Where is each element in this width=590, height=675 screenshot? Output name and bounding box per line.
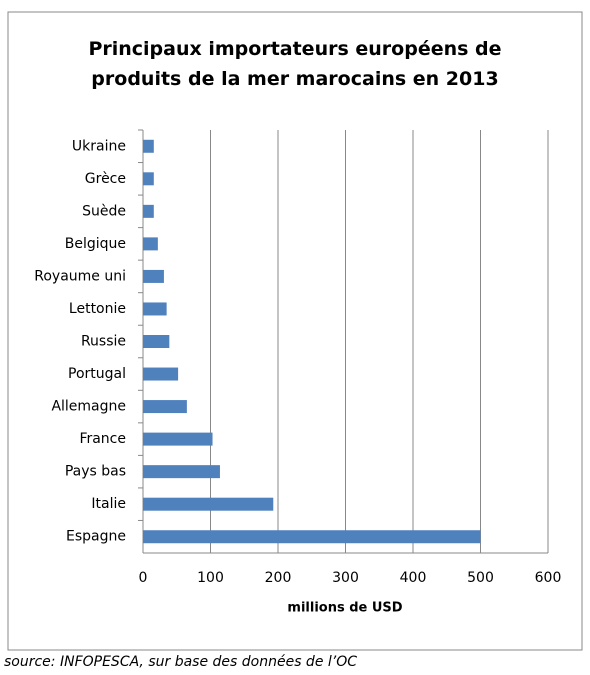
y-tick-label: Lettonie: [69, 301, 126, 317]
bar: [143, 237, 158, 251]
y-tick-label: Ukraine: [72, 138, 126, 154]
bar: [143, 367, 179, 381]
bar: [143, 204, 154, 218]
y-tick-label: Russie: [81, 334, 126, 350]
x-tick-label: 0: [139, 570, 148, 586]
source-note: source: INFOPESCA, sur base des données …: [4, 654, 358, 670]
x-tick-label: 100: [197, 570, 224, 586]
x-tick-label: 300: [332, 570, 359, 586]
chart-frame: [7, 11, 583, 651]
y-tick-label: Espagne: [66, 529, 126, 545]
bar: [143, 269, 164, 283]
x-tick-label: 400: [400, 570, 427, 586]
bar: [143, 335, 170, 348]
y-tick-label: Belgique: [65, 236, 126, 252]
x-tick-label: 500: [467, 570, 494, 586]
bar: [143, 139, 154, 153]
x-tick-label: 200: [265, 570, 292, 586]
chart-title: Principaux importateurs européens de pro…: [88, 38, 502, 90]
y-tick-label: Portugal: [68, 366, 126, 382]
x-axis-label: millions de USD: [287, 601, 402, 616]
bar: [143, 497, 274, 511]
bar: [143, 432, 213, 446]
x-tick-label: 600: [535, 570, 562, 586]
y-tick-label: Royaume uni: [34, 268, 126, 284]
y-tick-label: Pays bas: [65, 464, 126, 480]
bar: [143, 530, 481, 544]
bar: [143, 465, 220, 479]
y-tick-label: Italie: [91, 496, 126, 512]
y-tick-label: Suède: [82, 203, 126, 219]
y-tick-label: Grèce: [85, 171, 126, 187]
bar: [143, 400, 187, 414]
bar: [143, 302, 167, 316]
y-tick-label: Allemagne: [51, 399, 126, 415]
bar: [143, 172, 154, 186]
y-tick-label: France: [79, 431, 126, 447]
